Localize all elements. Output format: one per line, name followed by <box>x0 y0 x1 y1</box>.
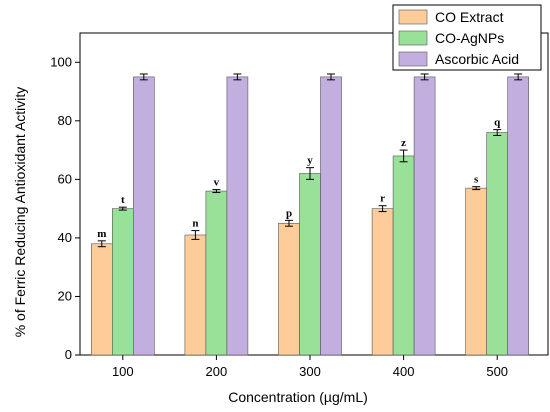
bar <box>392 155 415 356</box>
bar <box>371 208 394 356</box>
legend-swatch <box>398 51 428 67</box>
legend-label: CO Extract <box>435 9 504 25</box>
bar <box>133 76 155 356</box>
plot-layer: 0 20 40 60 80 100 100 m t 200 n v 300 p y 400 r z 500 s q <box>50 32 549 379</box>
legend-label: CO-AgNPs <box>435 30 504 46</box>
bar <box>112 208 134 356</box>
y-tick-label: 0 <box>65 347 72 362</box>
x-tick-label: 100 <box>112 364 134 379</box>
x-tick-label: 400 <box>393 364 415 379</box>
bar <box>299 173 321 356</box>
y-tick-label: 100 <box>50 54 72 69</box>
bar <box>226 76 249 356</box>
y-tick-label: 80 <box>58 113 72 128</box>
y-tick-label: 40 <box>58 230 72 245</box>
significance-label: y <box>307 155 313 167</box>
significance-label: v <box>214 177 220 189</box>
bar <box>413 76 436 356</box>
significance-label: s <box>474 174 479 186</box>
legend-swatch <box>398 30 428 46</box>
bar <box>91 243 113 356</box>
bar <box>278 222 300 356</box>
bar <box>507 76 530 356</box>
significance-label: n <box>192 218 198 230</box>
legend-label: Ascorbic Acid <box>435 51 519 67</box>
x-axis-title: Concentration (µg/mL) <box>228 389 368 405</box>
legend: CO Extract CO-AgNPs Ascorbic Acid <box>392 4 542 71</box>
bar <box>486 132 509 356</box>
y-tick-label: 60 <box>58 171 72 186</box>
bar <box>205 190 228 356</box>
significance-label: m <box>97 228 106 240</box>
bar <box>320 76 342 356</box>
y-axis-title: % of Ferric Reducing Antioxidant Activit… <box>12 87 28 338</box>
significance-label: t <box>121 194 125 206</box>
bar <box>184 234 207 356</box>
x-tick-label: 200 <box>206 364 228 379</box>
significance-label: q <box>494 117 501 129</box>
significance-label: z <box>401 137 406 149</box>
x-tick-label: 500 <box>486 364 508 379</box>
significance-label: r <box>380 193 385 205</box>
significance-label: p <box>286 207 292 219</box>
legend-swatch <box>398 9 428 25</box>
bar <box>465 187 488 356</box>
y-tick-label: 20 <box>58 288 72 303</box>
x-tick-label: 300 <box>299 364 321 379</box>
